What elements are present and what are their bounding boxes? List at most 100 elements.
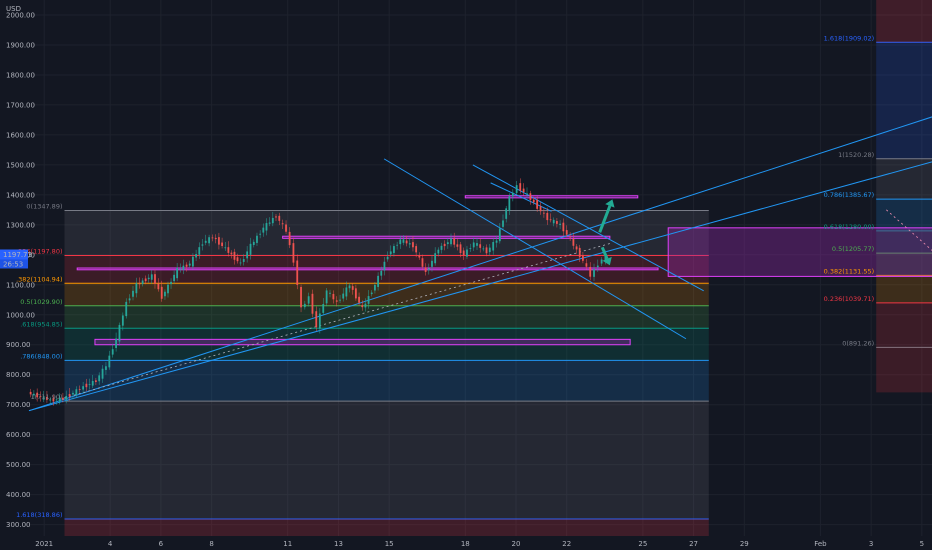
y-tick-label: 500.00	[6, 461, 31, 469]
candle-body	[167, 284, 169, 294]
candle-body	[472, 242, 475, 248]
candle-body	[546, 212, 549, 221]
candle-body	[367, 296, 370, 304]
trendline	[28, 116, 932, 412]
x-tick-label: 5	[920, 540, 924, 548]
candle-body	[82, 386, 85, 390]
candle-body	[329, 292, 331, 294]
x-tick-label: 22	[562, 540, 571, 548]
fib-left-level-label: 1.618(318.86)	[16, 511, 62, 519]
candle-body	[91, 380, 94, 386]
candle-body	[539, 206, 542, 212]
candle-body	[556, 221, 558, 224]
y-tick-label: 1500.00	[6, 161, 35, 169]
candle-body	[49, 399, 52, 401]
fib-left-level-label: 0.5(1029.90)	[20, 298, 62, 306]
candle-body	[121, 315, 124, 326]
candle-body	[128, 298, 131, 301]
candle-body	[36, 392, 39, 398]
candle-body	[450, 238, 452, 245]
candle-body	[342, 293, 345, 299]
candle-body	[72, 392, 74, 395]
fib-left-level-label: .786(848.00)	[20, 352, 62, 360]
candle-body	[188, 263, 191, 266]
candle-body	[515, 185, 518, 193]
candle-body	[268, 222, 271, 224]
fib-right-band	[876, 275, 932, 303]
y-tick-label: 1000.00	[6, 311, 35, 319]
candle-body	[364, 303, 367, 308]
candle-body	[208, 237, 210, 244]
x-axis-background	[0, 536, 932, 550]
candle-body	[108, 355, 111, 368]
candle-body	[585, 263, 588, 267]
dashed-projection-line	[59, 242, 613, 400]
candle-body	[532, 199, 535, 203]
candle-body	[296, 260, 299, 285]
candle-body	[575, 246, 578, 250]
candle-body	[453, 238, 456, 245]
fib-left-band	[64, 401, 709, 519]
candle-body	[589, 266, 592, 277]
candle-body	[249, 243, 252, 255]
candle-body	[348, 285, 351, 289]
up-arrow-head	[605, 199, 615, 208]
candle-body	[332, 293, 335, 300]
candle-body	[351, 286, 354, 290]
candle-body	[132, 290, 134, 297]
candle-body	[307, 296, 310, 304]
candle-body	[195, 254, 197, 258]
candle-body	[389, 251, 392, 255]
candle-body	[361, 305, 364, 308]
candle-body	[242, 259, 245, 262]
price-tag-countdown-box	[0, 259, 28, 269]
candle-body	[125, 301, 128, 317]
candle-body	[370, 292, 373, 295]
candle-body	[440, 245, 443, 250]
candle-body	[596, 265, 599, 268]
candle-body	[354, 288, 357, 299]
fib-right-level-label: 0.382(1131.55)	[824, 267, 875, 275]
fib-right-lower-band	[876, 347, 932, 393]
candle-body	[147, 277, 150, 280]
fib-left-level-label: 1(711.90)	[31, 393, 63, 401]
fib-right-band	[876, 158, 932, 200]
fib-right-level-label: 0.236(1039.71)	[824, 295, 875, 303]
y-tick-label: 1800.00	[6, 71, 35, 79]
y-tick-label: 600.00	[6, 431, 31, 439]
candle-body	[393, 246, 395, 253]
candle-body	[374, 284, 376, 291]
candle-body	[32, 393, 35, 396]
x-tick-label: 20	[512, 540, 521, 548]
y-tick-label: 1100.00	[6, 281, 35, 289]
candle-body	[29, 391, 32, 395]
candle-body	[135, 283, 138, 294]
trendline	[472, 164, 704, 292]
candle-body	[311, 293, 314, 314]
fib-right-extension-band	[876, 0, 932, 43]
candle-body	[572, 238, 575, 246]
candle-body	[98, 375, 101, 382]
x-tick-label: 3	[869, 540, 873, 548]
y-tick-label: 1700.00	[6, 101, 35, 109]
candle-body	[335, 300, 338, 302]
candle-body	[115, 338, 117, 349]
candle-body	[176, 267, 179, 279]
candle-body	[46, 396, 48, 400]
fib-left-extension-band	[64, 518, 709, 536]
candle-body	[469, 248, 472, 249]
candle-body	[582, 255, 584, 261]
candle-body	[380, 270, 383, 276]
down-arrow-head	[602, 256, 612, 266]
candle-body	[466, 249, 468, 257]
candle-body	[408, 243, 411, 245]
x-tick-label: 11	[283, 540, 292, 548]
candle-body	[399, 239, 402, 245]
candle-body	[88, 384, 91, 385]
candle-body	[224, 247, 227, 249]
candle-body	[508, 196, 511, 211]
candle-body	[421, 258, 424, 267]
candle-body	[78, 389, 81, 390]
candle-body	[562, 222, 565, 232]
